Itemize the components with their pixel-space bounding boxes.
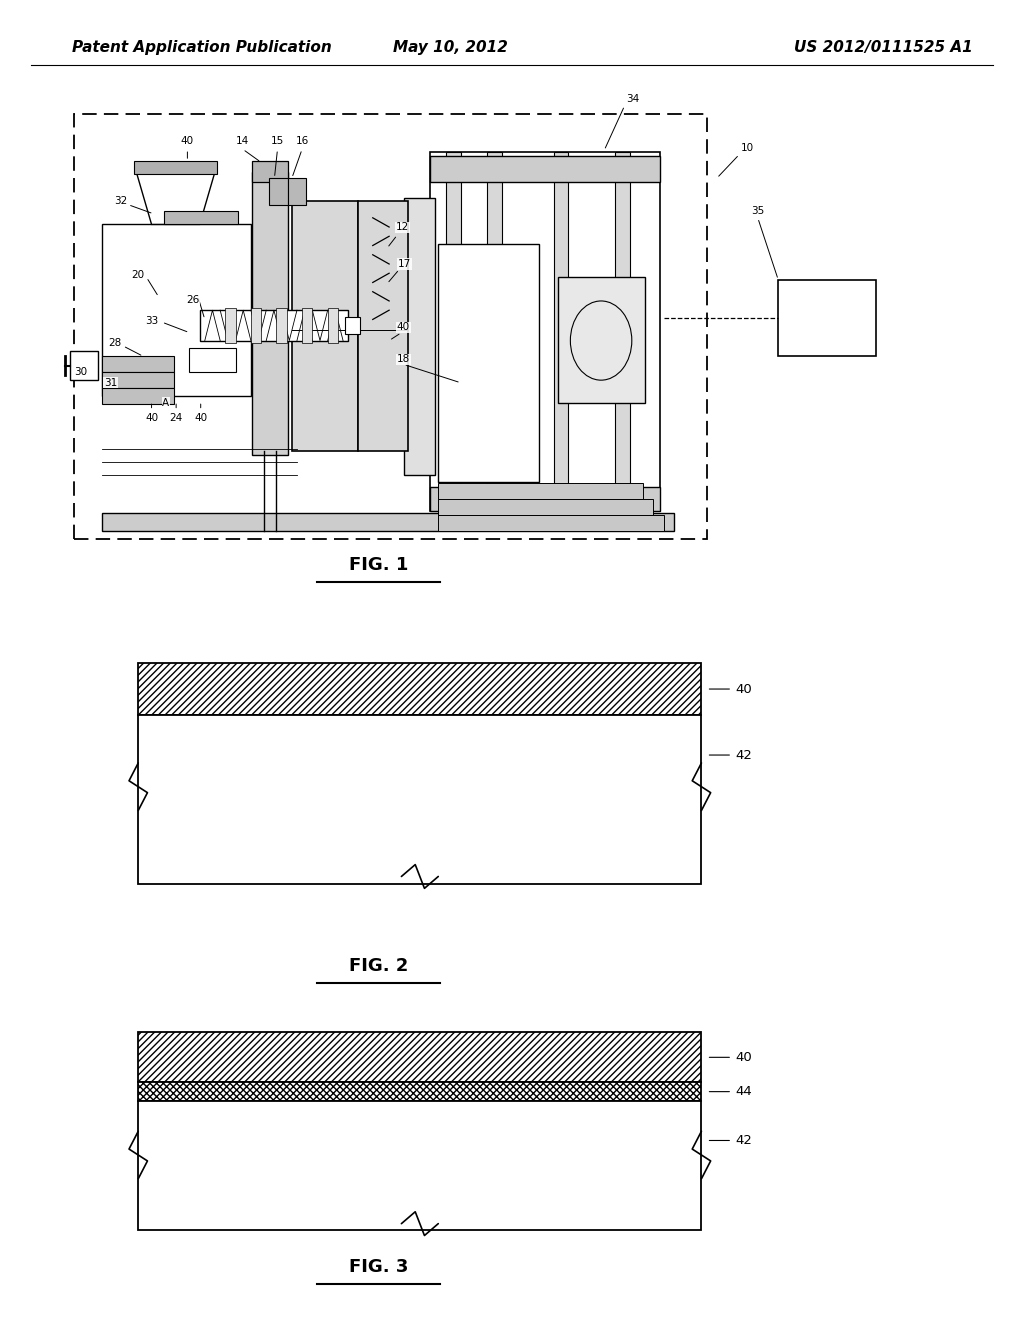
Bar — [70, 351, 98, 380]
Bar — [430, 152, 660, 511]
Bar — [446, 152, 461, 513]
Text: 32: 32 — [115, 195, 127, 206]
Bar — [138, 1082, 701, 1101]
Bar — [778, 280, 876, 356]
Bar — [138, 663, 701, 715]
Bar — [438, 499, 653, 515]
Bar — [430, 487, 660, 511]
Text: 40: 40 — [145, 413, 158, 424]
Bar — [102, 224, 251, 396]
Bar — [288, 178, 306, 205]
Text: 20: 20 — [132, 269, 144, 280]
Text: 24: 24 — [170, 413, 182, 424]
Bar — [292, 201, 358, 451]
Bar — [74, 114, 707, 539]
Text: 35: 35 — [752, 206, 764, 216]
Text: 40: 40 — [735, 682, 752, 696]
Bar — [345, 317, 360, 334]
Bar — [554, 152, 568, 513]
Text: US 2012/0111525 A1: US 2012/0111525 A1 — [794, 40, 973, 55]
Text: FIG. 2: FIG. 2 — [349, 957, 409, 975]
Bar — [558, 277, 645, 403]
Bar — [251, 308, 261, 343]
Text: 28: 28 — [109, 338, 121, 348]
Bar — [358, 201, 408, 451]
Text: 40: 40 — [735, 1051, 752, 1064]
Text: 30: 30 — [75, 367, 87, 378]
Text: 44: 44 — [735, 1085, 752, 1098]
Text: 16: 16 — [296, 136, 308, 147]
Text: 42: 42 — [735, 748, 752, 762]
Text: 26: 26 — [186, 294, 199, 305]
Text: 40: 40 — [397, 322, 410, 333]
Bar — [430, 156, 660, 182]
Text: FIG. 1: FIG. 1 — [349, 556, 409, 574]
Bar — [138, 1101, 701, 1230]
Bar — [138, 715, 701, 884]
Bar — [438, 483, 643, 499]
Text: 14: 14 — [237, 136, 249, 147]
Bar — [328, 308, 338, 343]
Bar — [225, 308, 236, 343]
Text: FIG. 3: FIG. 3 — [349, 1258, 409, 1276]
Bar — [134, 161, 217, 174]
Bar — [102, 356, 174, 372]
Bar — [276, 308, 287, 343]
Text: 40: 40 — [195, 413, 207, 424]
Bar — [252, 172, 288, 455]
Text: 18: 18 — [397, 354, 410, 364]
Bar — [102, 388, 174, 404]
Text: 12: 12 — [396, 222, 409, 232]
Bar — [438, 244, 539, 482]
Bar — [487, 152, 502, 513]
Bar — [189, 348, 236, 372]
Text: 40: 40 — [181, 136, 194, 147]
Text: 15: 15 — [271, 136, 284, 147]
Text: 31: 31 — [104, 378, 117, 388]
Bar — [102, 372, 174, 388]
Text: 17: 17 — [398, 259, 411, 269]
Bar — [200, 310, 348, 341]
Bar — [102, 513, 674, 531]
Text: A: A — [163, 397, 169, 408]
Bar — [615, 152, 630, 513]
Bar — [404, 198, 435, 475]
Polygon shape — [136, 172, 215, 224]
Bar — [164, 211, 238, 224]
Bar — [269, 178, 288, 205]
Text: 42: 42 — [735, 1134, 752, 1147]
Text: May 10, 2012: May 10, 2012 — [393, 40, 508, 55]
Text: 33: 33 — [145, 315, 158, 326]
Bar — [438, 515, 664, 531]
Bar — [138, 1032, 701, 1082]
Circle shape — [570, 301, 632, 380]
Text: 34: 34 — [627, 94, 639, 104]
Bar — [302, 308, 312, 343]
Text: 10: 10 — [741, 143, 754, 153]
Text: Patent Application Publication: Patent Application Publication — [72, 40, 332, 55]
Bar — [252, 161, 288, 182]
